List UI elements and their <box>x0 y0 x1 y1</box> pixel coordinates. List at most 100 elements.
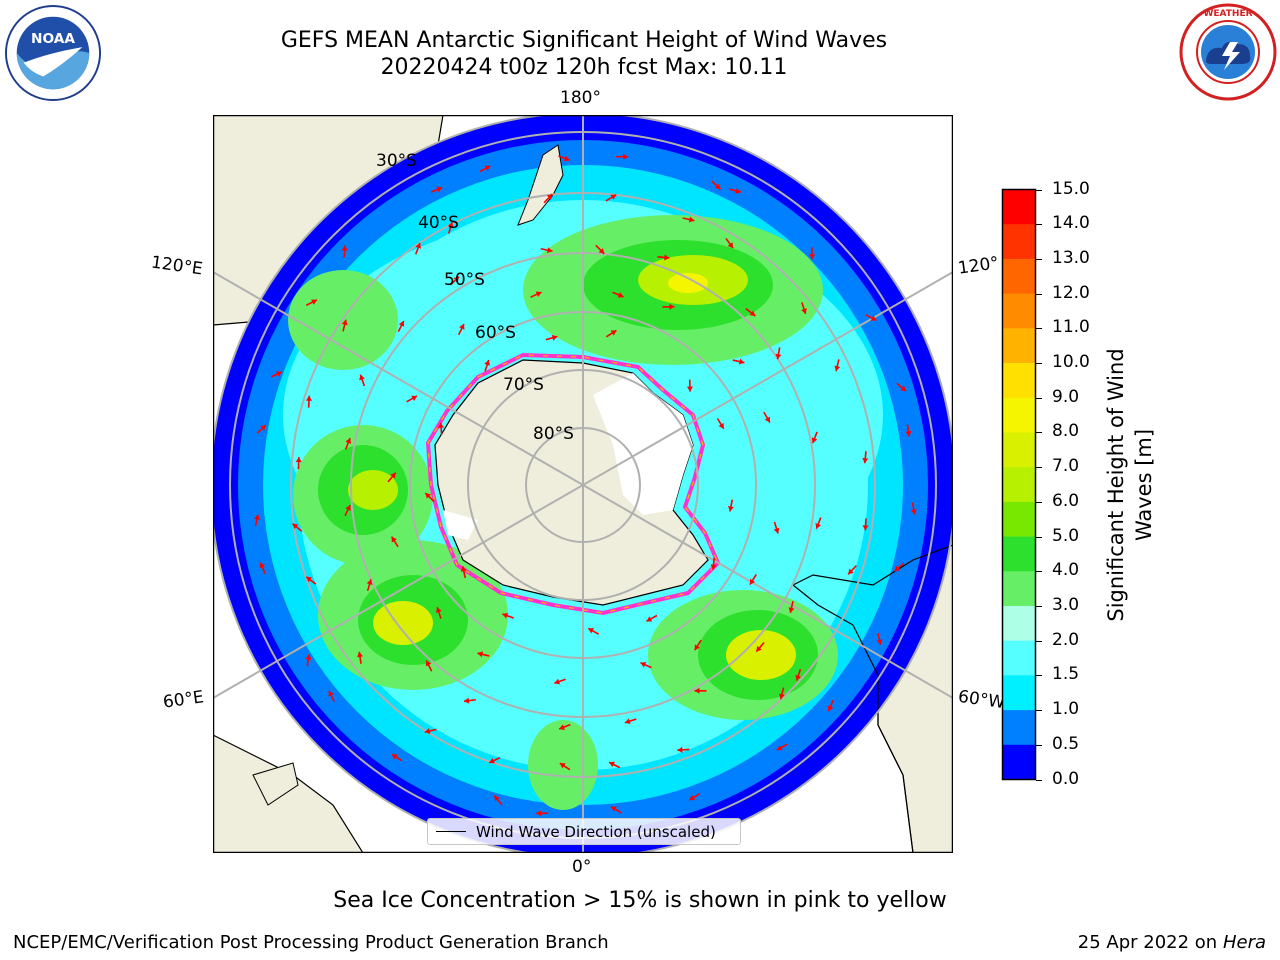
wave-direction-arrowhead <box>502 612 509 619</box>
colorbar-segment <box>1002 744 1036 780</box>
colorbar-tick <box>1036 501 1042 503</box>
colorbar-tick-label: 12.0 <box>1052 282 1090 303</box>
wave-direction-arrowhead <box>610 330 617 336</box>
wave-direction-arrowhead <box>359 374 365 381</box>
wave-direction-arrowhead <box>764 416 770 423</box>
wave-direction-arrowhead <box>876 639 883 645</box>
legend-label: Wind Wave Direction (unscaled) <box>476 822 716 841</box>
colorbar-tick-label: 4.0 <box>1052 560 1080 581</box>
wave-direction-arrowhead <box>677 746 683 753</box>
wave-direction-arrowhead <box>260 425 266 431</box>
wave-direction-arrowhead <box>489 757 495 764</box>
wave-direction-arrowhead <box>341 245 348 251</box>
wave-height-map <box>213 115 953 853</box>
colorbar-tick <box>1036 363 1042 365</box>
wave-direction-arrowhead <box>862 457 869 464</box>
wave-direction-arrowhead <box>535 291 542 297</box>
map-legend: Wind Wave Direction (unscaled) <box>427 818 741 845</box>
colorbar-tick <box>1036 744 1042 746</box>
wave-direction-arrowhead <box>436 186 443 193</box>
wave-direction-arrowhead <box>609 761 615 768</box>
wave-direction-arrowhead <box>588 628 595 634</box>
colorbar-segment <box>1002 675 1036 711</box>
nws-logo: WEATHER <box>1179 3 1277 101</box>
wave-direction-arrowhead <box>710 564 717 570</box>
colorbar-tick-label: 2.0 <box>1052 629 1080 650</box>
wave-direction-arrowhead <box>669 303 675 310</box>
wave-direction-arrowhead <box>749 310 756 316</box>
wave-direction-arrowhead <box>459 323 465 330</box>
wave-direction-arrowhead <box>848 568 854 575</box>
colorbar-segment <box>1002 258 1036 295</box>
wave-direction-arrowhead <box>559 724 565 730</box>
wave-direction-arrowhead <box>646 616 653 622</box>
wave-direction-arrowhead <box>811 437 818 444</box>
wave-direction-arrowhead <box>801 308 807 314</box>
wave-direction-arrowhead <box>345 438 352 444</box>
wave-direction-arrowhead <box>341 319 348 326</box>
colorbar-title-line1: Significant Height of Wind <box>1104 348 1128 621</box>
run-date-text: 25 Apr 2022 on <box>1077 932 1223 953</box>
noaa-logo: NOAA <box>4 4 102 102</box>
wave-direction-arrowhead <box>900 385 906 392</box>
lon-label-60w: 60°W <box>956 686 1007 714</box>
wave-direction-arrowhead <box>827 705 834 712</box>
wave-direction-arrowhead <box>494 795 500 802</box>
wave-direction-arrowhead <box>254 514 260 520</box>
colorbar-tick-label: 14.0 <box>1052 213 1090 234</box>
wave-direction-arrowhead <box>624 718 631 725</box>
wave-direction-arrowhead <box>366 579 373 585</box>
wave-direction-arrowhead <box>735 187 741 194</box>
wave-direction-arrowhead <box>305 654 312 660</box>
lon-label-120e: 120°E <box>149 252 204 280</box>
wave-direction-arrowhead <box>305 395 312 401</box>
wave-direction-arrowhead <box>910 509 917 515</box>
colorbar-segment <box>1002 293 1036 329</box>
wave-direction-arrowhead <box>563 155 570 162</box>
wave-direction-arrowhead <box>398 320 405 327</box>
wave-direction-arrowhead <box>306 576 313 583</box>
wave-direction-arrowhead <box>815 523 822 529</box>
lat-label-50: 50°S <box>444 270 485 290</box>
lat-label-80: 80°S <box>533 424 574 444</box>
wave-direction-arrowhead <box>776 744 783 751</box>
colorbar-tick-label: 6.0 <box>1052 490 1080 511</box>
wave-direction-arrowhead <box>463 697 470 704</box>
wave-direction-arrowhead <box>738 358 745 365</box>
wave-direction-arrowhead <box>546 194 553 200</box>
colorbar-tick <box>1036 189 1042 191</box>
lat-label-40: 40°S <box>418 213 459 233</box>
colorbar-tick <box>1036 328 1042 330</box>
wave-direction-arrowhead <box>391 536 397 543</box>
wave-direction-arrowhead <box>714 183 721 190</box>
colorbar-segment <box>1002 363 1036 399</box>
wave-direction-arrowhead <box>870 315 877 321</box>
wave-direction-arrowhead <box>295 457 302 463</box>
colorbar-tick-label: 1.5 <box>1052 664 1080 685</box>
colorbar-tick-label: 3.0 <box>1052 594 1080 615</box>
wind-wave-arrows <box>254 153 917 817</box>
colorbar-tick <box>1036 467 1042 469</box>
colorbar-tick-label: 11.0 <box>1052 317 1090 338</box>
wave-direction-arrowhead <box>425 660 432 667</box>
producer-credit: NCEP/EMC/Verification Post Processing Pr… <box>13 932 609 953</box>
lon-label-180: 180° <box>560 88 601 108</box>
wave-direction-arrowhead <box>276 371 282 377</box>
colorbar <box>1001 188 1037 781</box>
wave-direction-arrowhead <box>447 222 454 228</box>
wave-direction-arrowhead <box>554 678 561 685</box>
wave-direction-arrowhead <box>477 651 484 658</box>
colorbar-tick <box>1036 710 1042 712</box>
graticule <box>213 115 953 853</box>
wave-direction-arrowhead <box>905 431 912 437</box>
wave-direction-arrowhead <box>788 607 795 613</box>
colorbar-title-line2: Waves [m] <box>1132 429 1156 541</box>
colorbar-segment <box>1002 224 1036 260</box>
wave-direction-arrowhead <box>424 728 431 734</box>
wave-direction-arrowhead <box>391 754 398 760</box>
wave-direction-arrowhead <box>610 194 617 200</box>
lat-label-60: 60°S <box>475 323 516 343</box>
colorbar-segment <box>1002 328 1036 364</box>
host-name: Hera <box>1222 932 1266 953</box>
wave-direction-arrowhead <box>311 299 317 305</box>
